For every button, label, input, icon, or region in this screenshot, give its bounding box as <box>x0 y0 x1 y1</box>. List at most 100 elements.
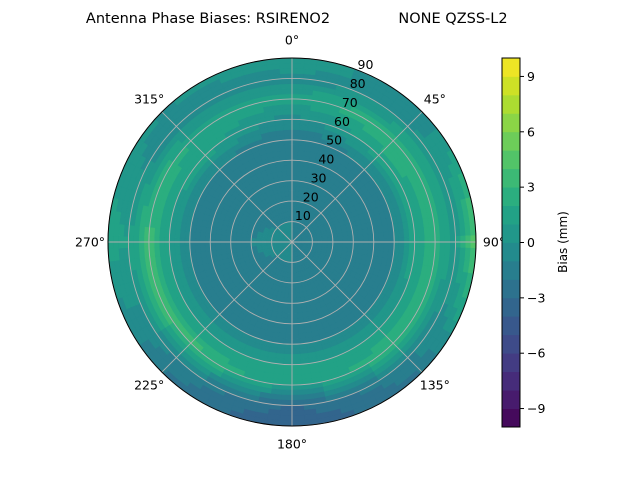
contour-cell <box>348 236 353 240</box>
contour-cell <box>287 308 292 313</box>
contour-cell <box>292 170 297 175</box>
chart-title-left: Antenna Phase Biases: RSIRENO2 <box>86 11 330 27</box>
contour-cell <box>292 99 302 104</box>
contour-cell <box>292 58 305 64</box>
colorbar-level <box>502 353 520 372</box>
colorbar-level <box>502 409 520 428</box>
contour-cell <box>292 160 298 165</box>
contour-cell <box>285 344 292 349</box>
contour-cell <box>205 245 211 251</box>
colorbar-tick-label: 0 <box>527 235 535 250</box>
colorbar-level <box>502 187 520 206</box>
contour-cell <box>283 364 292 369</box>
contour-cell <box>282 380 292 385</box>
contour-cell <box>292 181 296 186</box>
contour-cell <box>288 181 292 186</box>
contour-cell <box>282 99 292 104</box>
contour-cell <box>358 235 363 240</box>
colorbar-level <box>502 206 520 225</box>
contour-cell <box>286 155 292 160</box>
contour-cell <box>283 359 292 364</box>
colorbar-level <box>502 132 520 151</box>
contour-cell <box>205 233 211 239</box>
contour-cell <box>292 410 304 416</box>
colorbar-level <box>502 372 520 391</box>
colorbar-level <box>502 279 520 298</box>
contour-cell <box>287 170 292 175</box>
angular-tick-label: 45° <box>424 92 446 107</box>
contour-cell <box>378 232 384 239</box>
contour-cell <box>292 334 299 339</box>
contour-cell <box>175 246 181 254</box>
radial-tick-label: 10 <box>295 208 311 223</box>
contour-cell <box>292 130 300 135</box>
contour-cell <box>282 94 292 99</box>
contour-cell <box>378 245 384 252</box>
radial-tick-label: 60 <box>334 114 350 129</box>
contour-cell <box>200 232 206 239</box>
contour-cell <box>292 165 297 170</box>
contour-cell <box>343 236 348 240</box>
colorbar-level <box>502 113 520 132</box>
radial-tick-label: 70 <box>342 95 358 110</box>
contour-cell <box>292 109 301 114</box>
contour-cell <box>284 130 292 135</box>
contour-cell <box>285 135 292 140</box>
radial-tick-label: 90 <box>358 57 374 72</box>
contour-cell <box>280 63 292 69</box>
contour-cell <box>292 349 300 354</box>
contour-cell <box>280 415 292 421</box>
contour-cell <box>383 245 389 252</box>
contour-cell <box>285 339 292 344</box>
contour-cell <box>195 245 201 252</box>
contour-cell <box>419 246 425 255</box>
contour-cell <box>284 349 292 354</box>
colorbar-tick-label: 9 <box>527 69 535 84</box>
contour-cell <box>292 354 300 359</box>
colorbar-level <box>502 169 520 188</box>
colorbar-level <box>502 95 520 114</box>
contour-cell <box>333 237 338 240</box>
contour-cell <box>289 196 292 201</box>
contour-cell <box>292 124 300 129</box>
angular-tick-label: 225° <box>134 377 164 392</box>
contour-cell <box>338 237 343 241</box>
contour-cell <box>368 245 373 251</box>
contour-cell <box>296 298 301 304</box>
contour-cell <box>292 395 303 400</box>
contour-cell <box>280 410 292 416</box>
contour-cell <box>284 354 292 359</box>
contour-cell <box>383 232 389 239</box>
contour-cell <box>363 234 368 240</box>
contour-cell <box>285 145 292 150</box>
contour-cell <box>292 104 302 109</box>
contour-cell <box>292 369 301 374</box>
colorbar-tick-label: −3 <box>527 290 545 305</box>
contour-cell <box>292 303 297 308</box>
contour-cell <box>292 375 302 380</box>
contour-cell <box>292 308 297 313</box>
contour-cell <box>292 390 303 395</box>
colorbar-level <box>502 390 520 409</box>
contour-cell <box>363 244 368 250</box>
contour-cell <box>292 288 296 293</box>
contour-cell <box>292 324 298 329</box>
contour-cell <box>399 246 405 254</box>
contour-cell <box>292 78 303 83</box>
contour-cell <box>292 84 303 89</box>
contour-cell <box>292 119 301 124</box>
contour-cell <box>288 191 292 196</box>
contour-cell <box>210 233 215 239</box>
colorbar-level <box>502 243 520 262</box>
colorbar-level <box>502 298 520 317</box>
contour-cell <box>292 380 302 385</box>
contour-cell <box>236 244 241 248</box>
contour-cell <box>159 246 165 255</box>
colorbar-tick-label: 6 <box>527 124 535 139</box>
contour-cell <box>286 329 292 334</box>
contour-cell <box>287 176 292 181</box>
contour-cell <box>358 244 363 249</box>
contour-cell <box>282 385 292 390</box>
contour-cell <box>180 230 186 238</box>
